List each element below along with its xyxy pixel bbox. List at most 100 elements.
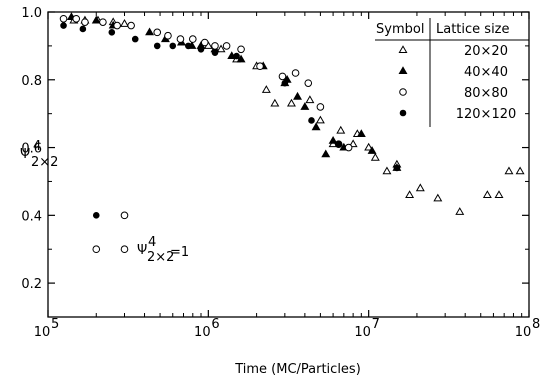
legend-label: 40×40 (464, 65, 508, 80)
data-point (81, 18, 89, 26)
data-point (304, 79, 313, 87)
data-point (286, 98, 296, 107)
annotation-marker (120, 211, 129, 220)
annotation-label-base: Ψ (137, 243, 147, 258)
data-point (72, 14, 81, 23)
data-point (59, 14, 68, 23)
data-point (153, 28, 162, 37)
x-tick-label-base: 10 (515, 325, 532, 340)
data-point (393, 164, 401, 172)
data-point (494, 190, 504, 198)
axis-ticks (47, 11, 530, 318)
legend-marker (399, 109, 407, 117)
x-axis-title: Time (MC/Particles) (234, 362, 361, 377)
data-point (515, 166, 525, 175)
data-point (200, 38, 209, 47)
y-tick-label: 0.6 (21, 142, 42, 157)
data-point (433, 193, 443, 202)
annotation-marker (120, 245, 129, 254)
y-axis-title: Ψ 4 2×2 (20, 139, 58, 170)
data-point (153, 42, 161, 50)
data-point (482, 190, 492, 198)
annotation-marker (92, 212, 100, 219)
data-point (131, 35, 139, 43)
legend-rows: 20×20 40×40 80×80 120×120 (398, 44, 516, 122)
data-point (382, 166, 392, 175)
data-point (113, 21, 121, 30)
data-point (504, 166, 514, 175)
data-point (455, 207, 465, 215)
x-tick-label: 107 (354, 317, 380, 340)
x-tick-label-exp: 6 (211, 317, 219, 332)
data-point (370, 152, 380, 161)
data-point (311, 122, 321, 131)
data-point (335, 140, 342, 148)
data-point (356, 129, 366, 137)
annotation-marker (92, 245, 101, 254)
data-point (261, 85, 271, 93)
legend-header-symbol: Symbol (376, 22, 424, 37)
x-tick-label-exp: 5 (51, 317, 59, 332)
data-point (415, 183, 425, 192)
y-tick-label: 1.0 (21, 6, 42, 21)
legend-marker (398, 45, 408, 53)
data-point (211, 49, 219, 56)
data-point (281, 79, 289, 87)
legend-label: 20×20 (464, 44, 508, 59)
data-point (270, 98, 280, 107)
series-open-circle (59, 14, 353, 152)
x-tick-label-base: 10 (354, 325, 371, 340)
data-point (237, 45, 245, 54)
data-point (185, 42, 192, 50)
data-point (169, 42, 177, 50)
x-tick-label-base: 10 (34, 325, 51, 340)
data-point (293, 91, 303, 100)
data-point (222, 42, 231, 50)
data-point (197, 45, 205, 53)
x-tick-label: 106 (194, 317, 220, 340)
annotation: Ψ 4 2×2 =1 (92, 211, 189, 265)
legend-marker (399, 88, 407, 96)
data-point (405, 190, 415, 198)
legend: Symbol Lattice size 20×20 40×40 80×80 120×1… (375, 18, 529, 127)
legend-row: 20×20 (398, 44, 508, 59)
data-point (91, 15, 101, 24)
annotation-label-sub: 2×2 (147, 250, 174, 265)
data-point (344, 143, 353, 152)
annotation-markers (92, 211, 129, 254)
data-point (176, 35, 185, 43)
y-tick-label: 0.8 (21, 74, 42, 89)
y-axis-label-sup: 4 (33, 139, 41, 154)
x-tick-label: 105 (34, 317, 60, 340)
data-point (321, 149, 331, 158)
y-axis-label-sub: 2×2 (31, 155, 58, 170)
data-point (291, 69, 300, 77)
annotation-label-sup: 4 (148, 235, 156, 250)
data-point (328, 135, 338, 144)
data-point (233, 52, 240, 60)
data-point (127, 21, 135, 30)
data-point (305, 95, 315, 104)
x-tick-label-base: 10 (194, 325, 211, 340)
data-point (99, 18, 107, 26)
x-tick-label-exp: 8 (532, 317, 540, 332)
legend-row: 80×80 (399, 86, 508, 101)
data-point (367, 146, 377, 154)
data-point (308, 117, 315, 124)
data-point (364, 142, 374, 151)
legend-row: 40×40 (398, 65, 508, 80)
data-point (108, 29, 116, 36)
y-tick-label: 0.2 (21, 277, 42, 292)
legend-row: 120×120 (399, 107, 516, 122)
legend-header-size: Lattice size (436, 22, 510, 37)
data-point (79, 25, 87, 33)
legend-marker (398, 66, 408, 74)
y-axis-label-base: Ψ (20, 147, 30, 162)
data-point (336, 125, 346, 134)
plot-frame (47, 11, 530, 318)
data-point (120, 19, 129, 27)
data-point (236, 54, 246, 63)
legend-label: 80×80 (464, 86, 508, 101)
data-point (315, 115, 325, 124)
